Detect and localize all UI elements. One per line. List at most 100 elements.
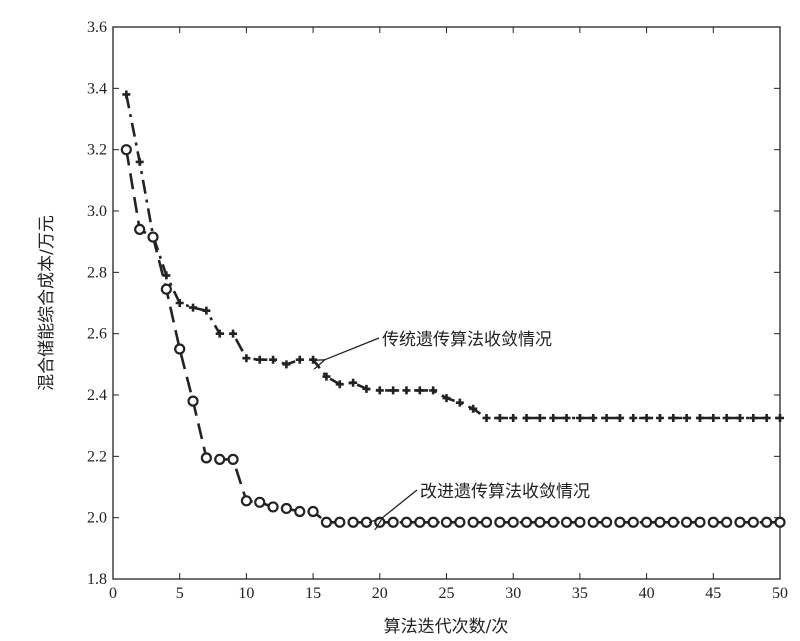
annotation-label: 传统遗传算法收敛情况 xyxy=(382,330,552,350)
data-point-plus xyxy=(482,414,491,422)
data-point-circle xyxy=(667,516,679,528)
data-point-plus xyxy=(562,414,571,422)
x-tick-label: 10 xyxy=(238,585,254,602)
data-point-plus xyxy=(362,384,371,393)
data-point-circle xyxy=(600,516,613,528)
data-point-circle xyxy=(520,516,533,528)
data-point-plus xyxy=(189,303,198,312)
data-point-plus xyxy=(229,329,238,338)
y-tick-label: 3.2 xyxy=(87,142,107,159)
data-point-plus xyxy=(682,414,691,422)
x-tick-label: 40 xyxy=(639,585,655,602)
data-point-plus xyxy=(509,414,518,422)
x-tick-label: 25 xyxy=(439,585,455,602)
data-point-circle xyxy=(254,496,266,508)
data-point-plus xyxy=(709,414,718,422)
data-point-plus xyxy=(695,414,704,422)
data-point-circle xyxy=(681,516,693,528)
y-tick-label: 3.4 xyxy=(87,80,107,97)
data-point-plus xyxy=(602,414,611,422)
data-point-circle xyxy=(707,516,719,528)
data-point-circle xyxy=(440,516,453,528)
data-point-plus xyxy=(589,414,598,422)
data-point-plus xyxy=(402,386,411,395)
data-point-circle xyxy=(160,283,172,295)
annotation-arrow xyxy=(324,337,380,360)
y-tick-label: 2.4 xyxy=(87,387,107,404)
data-point-circle xyxy=(574,516,586,528)
data-point-circle xyxy=(640,516,653,528)
data-point-circle xyxy=(360,516,373,528)
x-tick-label: 35 xyxy=(572,585,588,602)
data-point-plus xyxy=(255,355,264,364)
data-point-circle xyxy=(694,516,706,528)
data-point-circle xyxy=(294,505,306,518)
y-tick-label: 3.6 xyxy=(87,19,107,36)
data-point-plus xyxy=(162,271,171,280)
data-point-circle xyxy=(507,516,519,528)
data-point-circle xyxy=(347,516,359,528)
data-point-circle xyxy=(534,516,546,528)
y-tick-label: 2.0 xyxy=(87,510,107,527)
x-tick-label: 0 xyxy=(109,585,117,602)
data-point-circle xyxy=(400,516,413,528)
data-point-circle xyxy=(227,453,239,465)
data-point-circle xyxy=(547,516,559,528)
data-point-circle xyxy=(267,501,279,513)
data-point-plus xyxy=(335,380,344,389)
x-axis-label: 算法迭代次数/次 xyxy=(384,617,509,637)
data-point-circle xyxy=(480,516,493,528)
data-point-plus xyxy=(655,414,664,422)
y-tick-label: 3.0 xyxy=(87,203,107,220)
series-line xyxy=(125,94,780,420)
data-point-circle xyxy=(240,495,252,507)
data-point-circle xyxy=(560,516,573,528)
data-point-plus xyxy=(615,414,624,422)
data-point-circle xyxy=(747,516,759,528)
data-point-plus xyxy=(122,90,131,99)
data-point-circle xyxy=(587,516,599,528)
y-tick-label: 2.2 xyxy=(87,448,107,465)
data-point-plus xyxy=(282,360,291,369)
data-point-plus xyxy=(522,414,531,422)
data-point-plus xyxy=(629,414,638,422)
data-point-circle xyxy=(627,516,639,528)
data-point-plus xyxy=(349,378,358,387)
data-point-circle xyxy=(214,453,226,465)
data-point-plus xyxy=(642,414,651,422)
x-tick-label: 20 xyxy=(372,585,388,602)
data-point-plus xyxy=(322,372,331,381)
data-point-plus xyxy=(442,394,451,403)
annotation-arrow xyxy=(382,489,418,518)
data-point-circle xyxy=(761,516,773,528)
x-tick-label: 45 xyxy=(705,585,721,602)
data-point-plus xyxy=(549,414,558,422)
data-point-plus xyxy=(749,414,758,422)
data-point-circle xyxy=(187,395,199,407)
data-point-plus xyxy=(469,404,478,413)
data-point-circle xyxy=(467,516,479,528)
data-point-plus xyxy=(375,386,384,395)
data-point-circle xyxy=(414,516,426,528)
data-point-circle xyxy=(147,231,159,243)
data-point-circle xyxy=(307,505,319,518)
series-traditional-ga xyxy=(122,90,784,422)
data-point-plus xyxy=(242,354,251,363)
data-point-plus xyxy=(722,414,731,422)
data-point-plus xyxy=(295,355,304,364)
y-tick-label: 1.8 xyxy=(87,571,107,588)
data-point-plus xyxy=(429,386,438,395)
data-point-plus xyxy=(215,329,224,338)
y-axis-label: 混合储能综合成本/万元 xyxy=(37,215,57,391)
data-point-circle xyxy=(614,516,626,528)
x-tick-label: 50 xyxy=(772,585,788,602)
data-point-plus xyxy=(415,386,424,395)
data-point-plus xyxy=(135,157,144,166)
data-point-circle xyxy=(654,516,666,528)
data-point-circle xyxy=(374,516,386,528)
data-point-circle xyxy=(734,516,746,528)
x-tick-label: 5 xyxy=(176,585,184,602)
data-point-plus xyxy=(776,414,784,422)
data-point-circle xyxy=(134,223,146,235)
data-point-plus xyxy=(495,414,504,422)
